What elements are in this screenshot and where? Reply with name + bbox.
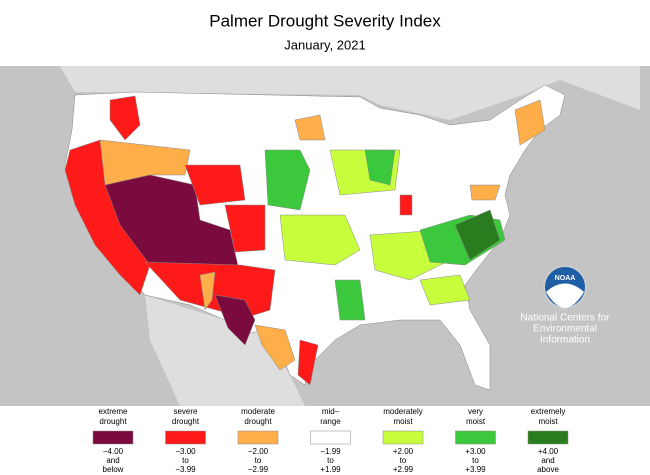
legend-label: extreme	[99, 407, 128, 416]
region	[419, 274, 471, 306]
region	[454, 209, 501, 261]
legend-swatch	[165, 430, 206, 445]
region	[199, 271, 216, 311]
mexico	[145, 295, 305, 406]
legend-range: to	[255, 456, 262, 465]
legend-swatch	[527, 430, 569, 445]
legend-label: range	[320, 417, 341, 426]
legend-label: drought	[172, 417, 200, 426]
logo-text: NOAA	[555, 275, 576, 282]
region	[264, 149, 311, 211]
legend-range: −4.00	[103, 447, 124, 456]
legend-label: moist	[393, 417, 413, 426]
legend-range: to	[400, 456, 407, 465]
map	[0, 66, 650, 406]
legend-swatch	[310, 430, 351, 445]
legend-range: −3.00	[175, 447, 196, 456]
region	[297, 339, 319, 386]
legend-range: and	[106, 456, 119, 465]
legend-range: to	[472, 456, 479, 465]
legend-swatch	[382, 430, 424, 445]
legend-range: to	[327, 456, 334, 465]
legend-label: moderate	[241, 407, 275, 416]
legend-range: and	[541, 456, 554, 465]
logo-wave	[546, 283, 584, 308]
region	[364, 149, 396, 186]
legend-range: −1.99	[320, 447, 341, 456]
region	[279, 214, 361, 266]
org-line: Environmental	[533, 324, 597, 335]
region	[399, 194, 413, 216]
legend-range: +3.99	[465, 465, 486, 474]
org-line: Information	[540, 335, 590, 346]
legend-label: moderately	[383, 407, 423, 416]
region	[334, 279, 366, 321]
org-line: National Centers for	[521, 313, 611, 324]
legend-label: drought	[99, 417, 127, 426]
title: Palmer Drought Severity Index	[209, 11, 441, 30]
legend-range: −3.99	[175, 465, 196, 474]
legend-swatch	[237, 430, 279, 445]
legend-range: +2.00	[393, 447, 414, 456]
legend-swatch	[92, 430, 134, 445]
legend-label: severe	[173, 407, 198, 416]
legend-range: to	[182, 456, 189, 465]
region	[224, 204, 266, 253]
region	[99, 139, 191, 186]
legend-range: below	[103, 465, 124, 474]
legend-range: +4.00	[538, 447, 559, 456]
canada	[60, 66, 640, 120]
legend-label: very	[468, 407, 483, 416]
subtitle: January, 2021	[284, 37, 365, 52]
legend-range: +3.00	[465, 447, 486, 456]
region	[294, 114, 326, 141]
legend-range: above	[537, 465, 559, 474]
legend-label: mid–	[322, 407, 340, 416]
region	[184, 164, 246, 206]
legend-swatch	[455, 430, 496, 445]
legend-range: +1.99	[320, 465, 341, 474]
legend-range: +2.99	[393, 465, 414, 474]
organization: National Centers forEnvironmentalInforma…	[521, 313, 611, 346]
legend-label: drought	[244, 417, 272, 426]
region	[514, 99, 546, 146]
legend-label: moist	[466, 417, 486, 426]
region	[109, 95, 141, 141]
noaa-logo: NOAA	[543, 265, 587, 309]
legend-label: moist	[538, 417, 558, 426]
legend-range: −2.99	[248, 465, 269, 474]
region	[469, 184, 501, 201]
legend: extremedrought−4.00andbelowseveredrought…	[92, 407, 569, 474]
region	[254, 324, 296, 371]
legend-label: extremely	[531, 407, 566, 416]
region	[214, 294, 256, 346]
legend-range: −2.00	[248, 447, 269, 456]
